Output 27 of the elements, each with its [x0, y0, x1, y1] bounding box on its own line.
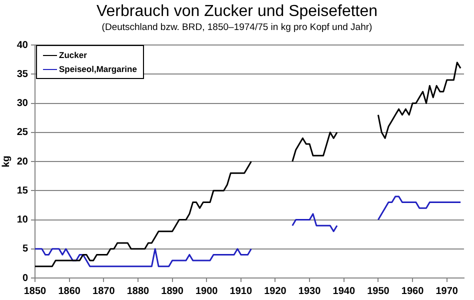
y-tick-label: 40	[16, 40, 28, 51]
x-tick-label: 1920	[264, 286, 287, 297]
y-tick-label: 30	[16, 98, 28, 109]
y-tick-label: 5	[22, 244, 28, 255]
legend-label: Zucker	[59, 50, 87, 60]
x-tick-label: 1870	[92, 286, 116, 297]
y-tick-label: 0	[22, 272, 28, 284]
y-tick-label: 15	[16, 185, 28, 196]
x-tick-label: 1930	[298, 286, 322, 297]
y-tick-label: 20	[16, 156, 28, 168]
chart-subtitle: (Deutschland bzw. BRD, 1850–1974/75 in kg pro Kopf und Jahr)	[100, 22, 374, 33]
y-tick-label: 35	[16, 68, 28, 80]
legend-label: Speiseol,Margarine	[59, 64, 137, 74]
y-tick-label: 10	[16, 214, 28, 226]
x-tick-label: 1910	[230, 286, 252, 297]
chart-title: Verbrauch von Zucker und Speisefetten	[95, 3, 379, 21]
x-tick-label: 1850	[24, 286, 47, 297]
x-tick-label: 1860	[58, 286, 81, 297]
x-tick-label: 1970	[436, 286, 458, 297]
x-tick-label: 1940	[332, 286, 356, 297]
x-tick-label: 1950	[367, 286, 390, 297]
y-tick-label: 25	[16, 127, 28, 138]
x-tick-label: 1960	[401, 286, 424, 297]
x-tick-label: 1900	[195, 286, 218, 297]
x-tick-label: 1880	[126, 286, 150, 297]
x-tick-label: 1890	[161, 286, 184, 297]
y-axis-title: kg	[0, 156, 12, 168]
